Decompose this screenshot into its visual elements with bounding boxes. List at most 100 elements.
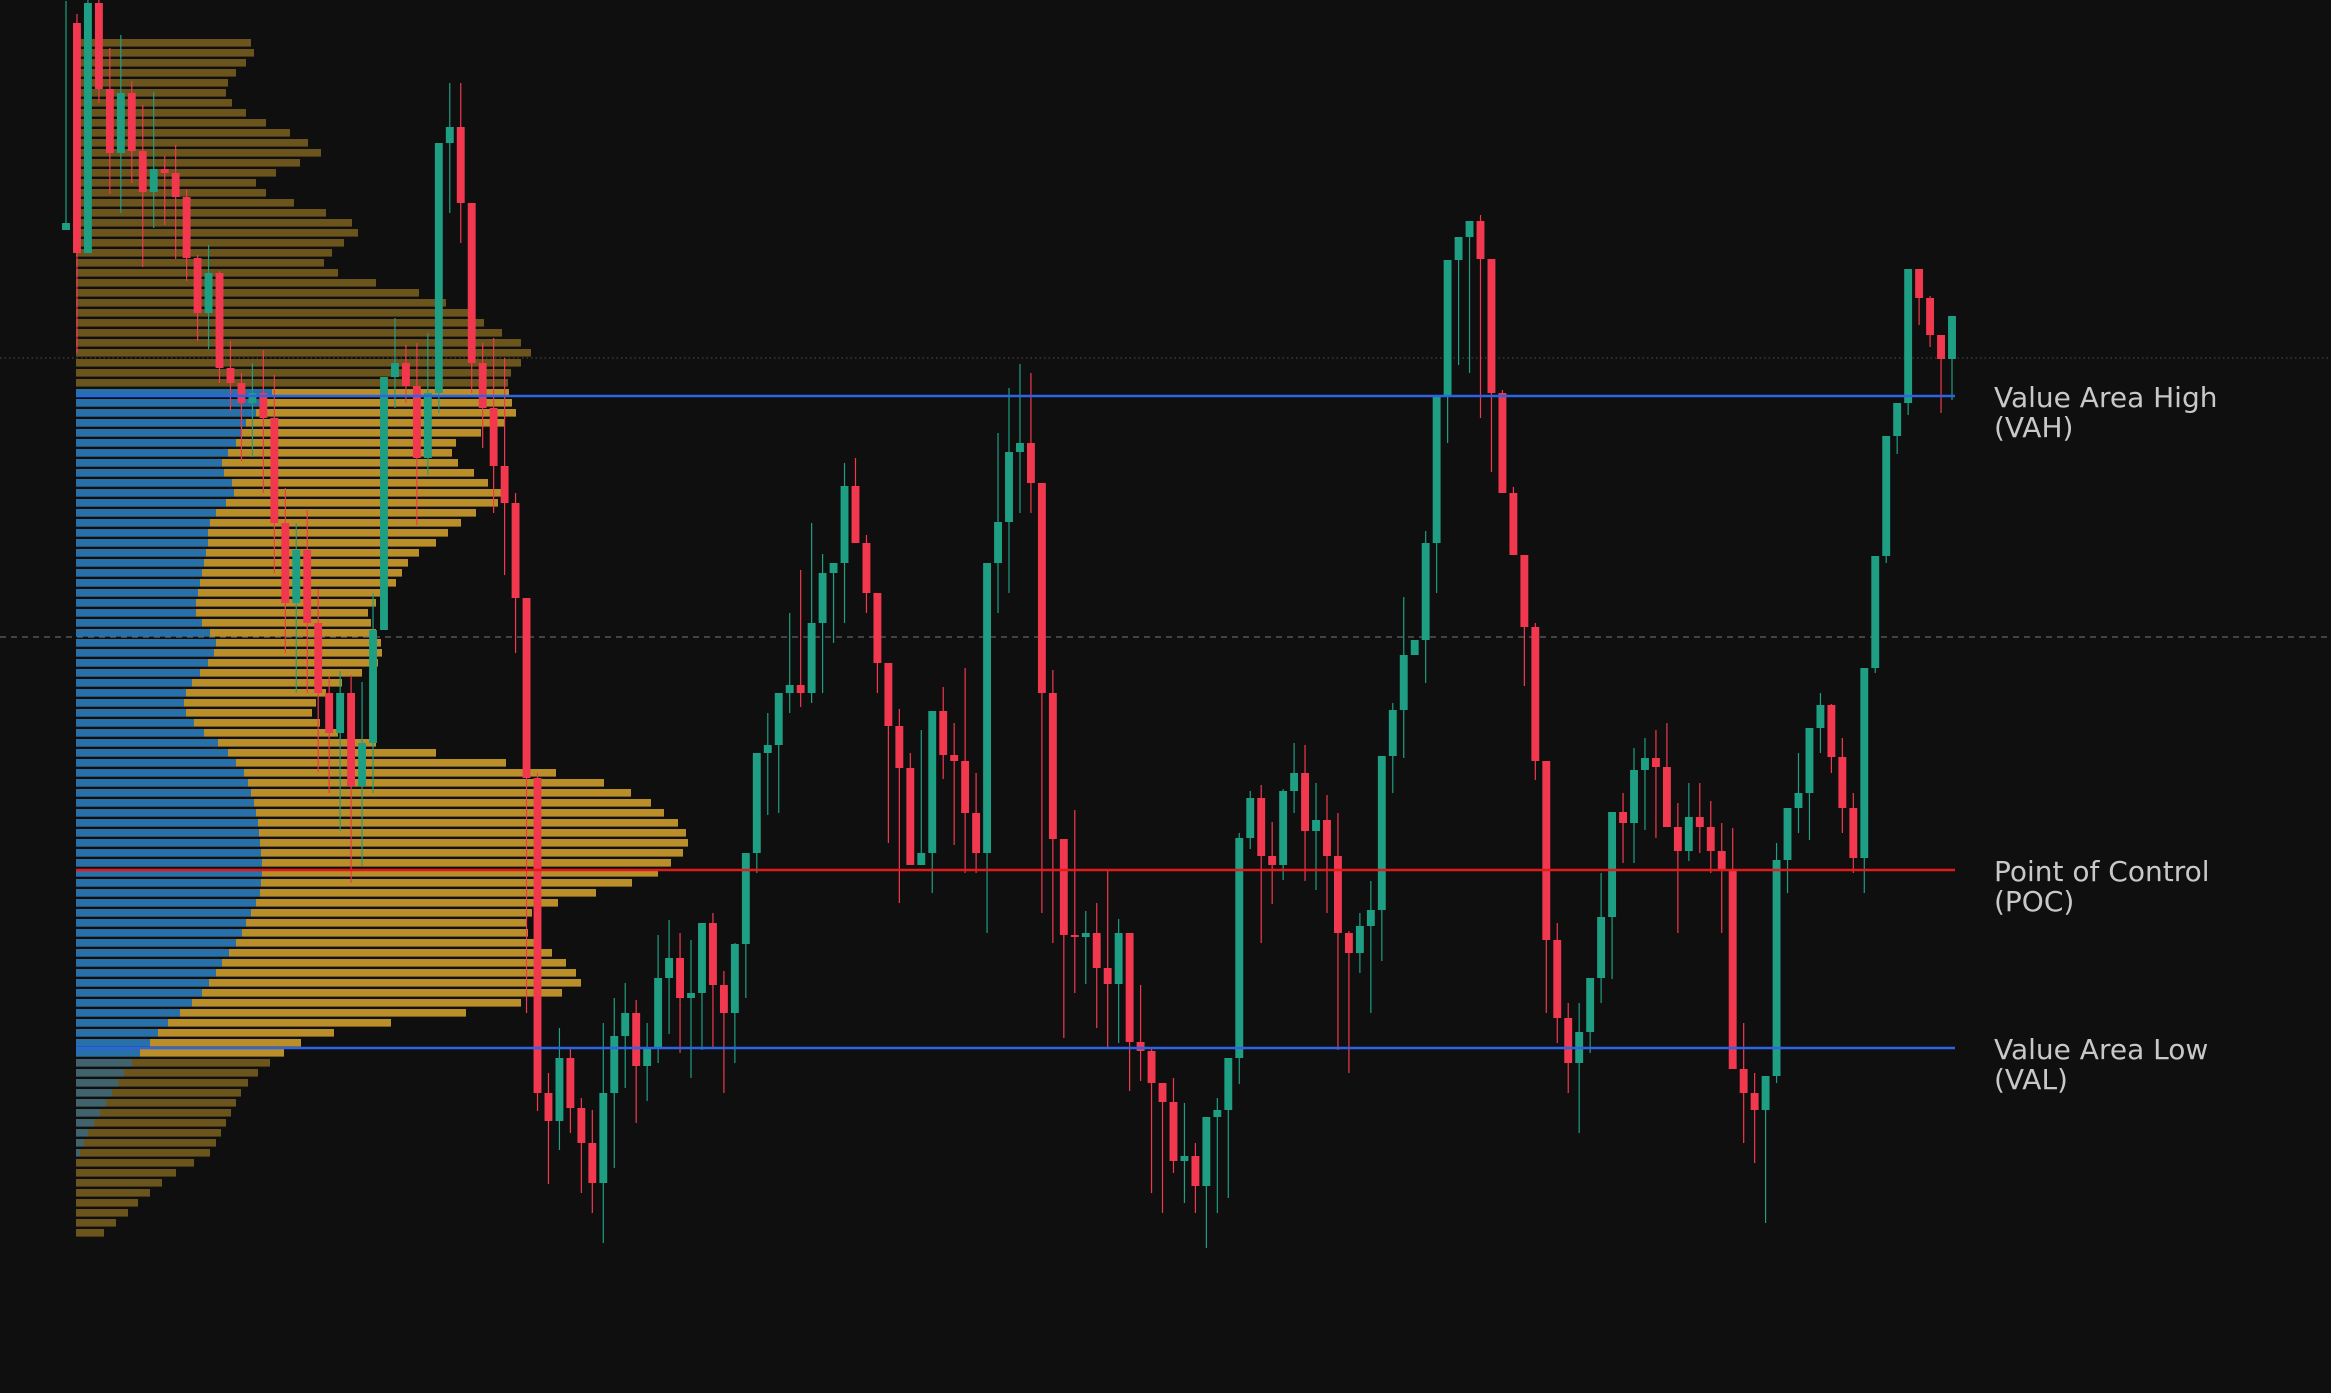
candle-body [391, 363, 399, 377]
candle-body [1608, 812, 1617, 917]
candle-body [676, 958, 684, 998]
candle-body [599, 1093, 608, 1183]
profile-bin-total [76, 859, 671, 867]
profile-bin-up [76, 419, 246, 427]
candle-body [1443, 260, 1452, 397]
profile-bin-total [76, 389, 509, 397]
candle-body [1487, 259, 1496, 393]
candle-body [1103, 968, 1112, 984]
candle-body [1641, 758, 1649, 770]
vah-label-line2: (VAH) [1994, 411, 2073, 444]
profile-bin-up [76, 1029, 158, 1037]
candle-body [1750, 1093, 1759, 1110]
profile-bin-up [76, 929, 242, 937]
candle-body [1684, 817, 1693, 851]
profile-bin-total [76, 769, 556, 777]
vah-label-line1: Value Area High [1994, 381, 2217, 414]
profile-bin-total [76, 849, 683, 857]
profile-bin-total [76, 689, 326, 697]
profile-bin-total [76, 49, 254, 57]
profile-bin-total [76, 519, 461, 527]
candle-body [555, 1058, 564, 1121]
candle-body [1005, 452, 1013, 522]
candle-body [1070, 935, 1079, 937]
profile-bin-up [76, 629, 210, 637]
candle-body [1257, 798, 1266, 856]
profile-bin-total [76, 709, 312, 717]
candle-body [1180, 1156, 1189, 1161]
candle-body [708, 923, 717, 985]
candle-body [127, 93, 136, 151]
profile-bin-up [76, 669, 200, 677]
profile-bin-total [76, 889, 596, 897]
candle-body [730, 944, 739, 1013]
candle-body [270, 418, 279, 523]
candle-body [1476, 221, 1485, 259]
candle-body [182, 197, 191, 258]
candle-body [1937, 335, 1945, 359]
candle-body [336, 693, 345, 733]
profile-bin-up [76, 899, 256, 907]
profile-bin-total [76, 349, 531, 357]
candle-body [380, 377, 388, 630]
profile-bin-up [76, 529, 208, 537]
profile-bin-total [76, 89, 226, 97]
candle-body [1301, 773, 1310, 831]
candle-body [544, 1093, 553, 1121]
profile-bin-up [76, 1079, 118, 1087]
profile-bin-total [76, 949, 552, 957]
candle-body [665, 958, 674, 978]
candle-body [1454, 237, 1463, 260]
profile-bin-total [76, 229, 358, 237]
profile-bin-total [76, 1139, 216, 1147]
profile-bin-total [76, 619, 371, 627]
candle-body [1092, 933, 1101, 968]
profile-bin-total [76, 59, 246, 67]
profile-bin-total [76, 419, 504, 427]
poc-label-line1: Point of Control [1994, 855, 2210, 888]
profile-bin-up [76, 909, 251, 917]
candle-body [1597, 917, 1606, 978]
profile-bin-up [76, 459, 222, 467]
candle-body [138, 151, 147, 192]
profile-bin-up [76, 1109, 100, 1117]
profile-bin-total [76, 539, 436, 547]
profile-bin-total [76, 239, 344, 247]
candle-body [1334, 856, 1342, 933]
candle-body [1926, 298, 1935, 335]
candle-body [94, 3, 103, 89]
profile-bin-total [76, 959, 566, 967]
candle-body [1882, 436, 1891, 556]
candle-body [796, 685, 805, 693]
profile-bin-total [76, 1179, 162, 1187]
profile-bin-up [76, 389, 272, 397]
candle-body [533, 778, 542, 1093]
profile-bin-up [76, 469, 224, 477]
candle-body [566, 1058, 575, 1108]
candle-body [1410, 640, 1419, 655]
candle-body [1158, 1083, 1167, 1102]
profile-bin-up [76, 439, 236, 447]
candle-body [939, 711, 948, 755]
profile-bin-total [76, 459, 458, 467]
candle-body [1662, 767, 1671, 827]
profile-bin-up [76, 919, 246, 927]
profile-bin-total [76, 1119, 226, 1127]
candle-body [423, 393, 432, 458]
profile-bin-total [76, 1019, 391, 1027]
profile-bin-total [76, 159, 300, 167]
value-area-levels: Value Area High (VAH) Point of Control (… [76, 381, 2217, 1096]
profile-bin-total [76, 599, 376, 607]
profile-bin-total [76, 359, 521, 367]
candle-body [259, 393, 268, 418]
candle-body [1048, 693, 1057, 839]
candle-body [1717, 851, 1726, 871]
candle-body [752, 753, 761, 853]
profile-bin-up [76, 969, 216, 977]
profile-bin-up [76, 609, 196, 617]
candle-body [1915, 269, 1924, 298]
profile-bin-up [76, 499, 226, 507]
profile-bin-up [76, 509, 216, 517]
candle-body [160, 169, 169, 173]
profile-bin-total [76, 879, 632, 887]
